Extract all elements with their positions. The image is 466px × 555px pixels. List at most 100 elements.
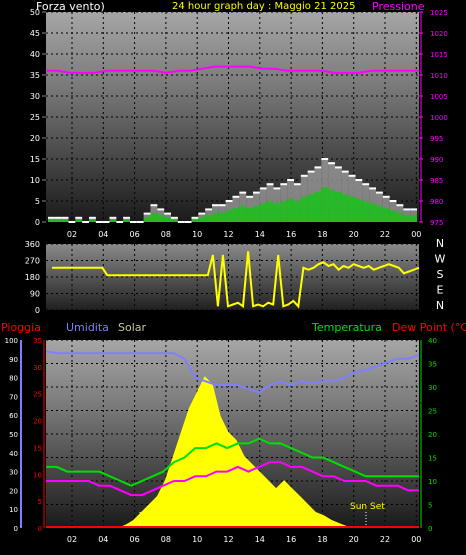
wind-avg-bar bbox=[171, 219, 178, 222]
wind-avg-bar bbox=[253, 205, 260, 222]
wind-gust-top bbox=[109, 216, 117, 219]
temperature-tick-label: 5 bbox=[428, 502, 432, 510]
wind-avg-bar bbox=[157, 215, 165, 222]
wind-tick-label: 20 bbox=[30, 134, 40, 143]
x-tick-label: 08 bbox=[161, 535, 171, 544]
wind-gust-top bbox=[198, 212, 206, 215]
temperature-tick-label: 25 bbox=[428, 408, 437, 416]
wind-gust-top bbox=[48, 216, 55, 219]
wind-gust-top bbox=[389, 200, 397, 202]
wind-series bbox=[48, 158, 417, 223]
wind-avg-bar bbox=[348, 196, 356, 222]
temperature-line bbox=[46, 437, 419, 487]
wind-avg-bar bbox=[212, 212, 219, 222]
humidity-tick-label: 0 bbox=[14, 525, 18, 533]
wind-gust-top bbox=[328, 162, 335, 165]
wind-gust-top bbox=[136, 221, 144, 223]
pressure-tick-label: 985 bbox=[430, 177, 443, 185]
pressure-tick-label: 1010 bbox=[430, 72, 448, 80]
x-tick-label: 00 bbox=[411, 535, 421, 544]
wind-gust-top bbox=[116, 221, 124, 223]
x-tick-label: 20 bbox=[349, 230, 359, 239]
dewpoint-line bbox=[46, 461, 419, 497]
wind-gust-top bbox=[396, 204, 404, 207]
x-tick-label: 10 bbox=[192, 535, 202, 544]
rain-axis-label: Pioggia bbox=[1, 321, 41, 334]
wind-avg-bar bbox=[382, 208, 390, 222]
wind-gust-top bbox=[335, 166, 342, 169]
wind-gust-top bbox=[382, 195, 390, 198]
x-tick-label: 04 bbox=[98, 230, 108, 239]
temperature-tick-label: 30 bbox=[428, 384, 437, 392]
x-tick-label: 22 bbox=[380, 230, 390, 239]
wind-avg-bar bbox=[294, 201, 301, 222]
x-tick-label: 00 bbox=[411, 230, 421, 239]
wind-avg-bar bbox=[89, 219, 96, 222]
humidity-tick-label: 10 bbox=[9, 506, 18, 514]
pressure-axis-label: Pressione bbox=[372, 0, 425, 13]
wind-gust-top bbox=[348, 174, 356, 177]
direction-panel-grid bbox=[46, 243, 419, 311]
wind-x-ticks: 02 04 06 08 10 12 14 16 18 20 22 00 bbox=[67, 230, 421, 239]
wind-tick-label: 5 bbox=[35, 197, 40, 206]
compass-label: E bbox=[437, 284, 444, 297]
direction-y-ticks: 0 90 180 270 360 bbox=[25, 240, 40, 315]
wind-gust-top bbox=[150, 204, 158, 207]
wind-tick-label: 30 bbox=[30, 92, 40, 101]
wind-gust-top bbox=[75, 216, 83, 219]
x-tick-label: 16 bbox=[286, 230, 296, 239]
wind-gust-top bbox=[273, 187, 281, 190]
wind-tick-label: 0 bbox=[35, 218, 40, 227]
wind-gust-top bbox=[225, 200, 233, 202]
wind-gust-top bbox=[54, 216, 62, 219]
wind-gust-top bbox=[102, 221, 110, 223]
x-tick-label: 16 bbox=[286, 535, 296, 544]
wind-tick-label: 15 bbox=[30, 155, 40, 164]
wind-gust-top bbox=[89, 216, 96, 219]
temperature-tick-label: 20 bbox=[428, 431, 437, 439]
wind-avg-bar bbox=[191, 219, 199, 222]
wind-gust-top bbox=[68, 221, 76, 223]
wind-gust-top bbox=[362, 183, 370, 186]
climate-x-ticks: 02 04 06 08 10 12 14 16 18 20 22 00 bbox=[67, 535, 421, 544]
wind-gust-top bbox=[61, 216, 69, 219]
wind-avg-bar bbox=[205, 215, 212, 222]
wind-gust-top bbox=[403, 208, 411, 211]
wind-avg-bar bbox=[123, 219, 130, 222]
pressure-tick-label: 1000 bbox=[430, 114, 448, 122]
wind-tick-label: 50 bbox=[30, 8, 40, 17]
direction-tick-label: 0 bbox=[35, 306, 40, 315]
wind-tick-label: 45 bbox=[30, 29, 40, 38]
rain-tick-label: 0 bbox=[38, 525, 42, 533]
humidity-tick-label: 50 bbox=[9, 431, 18, 439]
humidity-tick-label: 80 bbox=[9, 375, 18, 383]
wind-avg-bar bbox=[225, 210, 233, 222]
x-tick-label: 04 bbox=[98, 535, 108, 544]
rain-tick-label: 10 bbox=[33, 471, 42, 479]
x-tick-label: 02 bbox=[67, 535, 77, 544]
wind-avg-bar bbox=[300, 196, 308, 222]
wind-avg-bar bbox=[335, 191, 342, 222]
x-tick-label: 18 bbox=[317, 230, 327, 239]
wind-gust-top bbox=[300, 174, 308, 177]
wind-panel-grid bbox=[46, 11, 419, 223]
x-tick-label: 20 bbox=[349, 535, 359, 544]
humidity-tick-label: 100 bbox=[5, 337, 18, 345]
wind-gust-top bbox=[205, 208, 212, 211]
x-tick-label: 10 bbox=[192, 230, 202, 239]
wind-gust-top bbox=[82, 221, 89, 223]
x-tick-label: 14 bbox=[255, 535, 265, 544]
wind-avg-bar bbox=[150, 212, 158, 222]
wind-tick-label: 25 bbox=[30, 113, 40, 122]
pressure-tick-label: 990 bbox=[430, 156, 443, 164]
pressure-tick-label: 980 bbox=[430, 198, 443, 206]
wind-avg-bar bbox=[280, 201, 288, 222]
temperature-tick-label: 35 bbox=[428, 361, 437, 369]
pressure-tick-label: 995 bbox=[430, 135, 443, 143]
wind-gust-top bbox=[164, 212, 171, 215]
wind-avg-bar bbox=[362, 201, 370, 222]
sunset-annotation: Sun Set bbox=[350, 502, 385, 512]
wind-avg-bar bbox=[389, 210, 397, 222]
wind-avg-bar bbox=[403, 215, 411, 222]
